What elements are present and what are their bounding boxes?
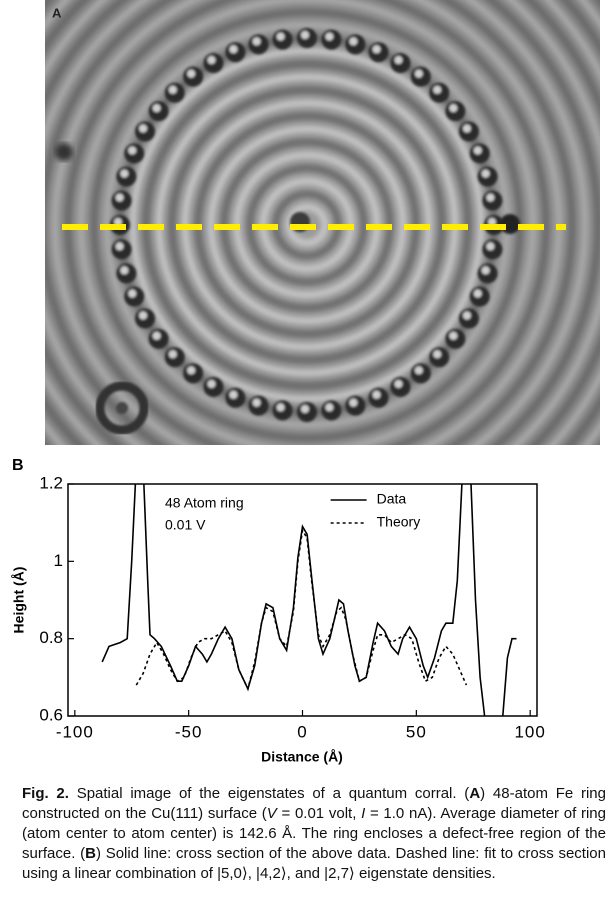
atom-highlight	[115, 193, 124, 202]
panel-label: B	[12, 457, 24, 474]
caption-text: = 0.01 volt,	[276, 805, 362, 822]
x-tick-label: 0	[297, 722, 307, 741]
atom-highlight	[187, 69, 196, 78]
x-axis-title: Distance (Å)	[261, 749, 343, 765]
ripple	[45, 0, 575, 445]
atom-highlight	[481, 266, 490, 275]
annotation: 48 Atom ring	[165, 495, 244, 511]
atom-highlight	[276, 403, 285, 412]
caption-text: ) Solid line: cross section of the above…	[22, 845, 606, 882]
atom-highlight	[462, 311, 471, 320]
atom-highlight	[229, 45, 238, 54]
x-tick-label: 100	[514, 722, 545, 741]
atom-highlight	[128, 289, 137, 298]
x-tick-label: -50	[175, 722, 203, 741]
data-line	[135, 528, 468, 692]
ripple	[45, 0, 600, 445]
atom-highlight	[473, 289, 482, 298]
data-line	[101, 484, 517, 716]
legend-label: Theory	[377, 514, 421, 530]
y-tick-label: 0.6	[39, 705, 63, 724]
atom-highlight	[187, 366, 196, 375]
atom-highlight	[252, 398, 261, 407]
atom-highlight	[462, 124, 471, 133]
atom-highlight	[414, 366, 423, 375]
atom-highlight	[168, 350, 177, 359]
plot-frame	[67, 483, 538, 717]
ripple	[285, 203, 329, 247]
caption: Fig. 2. Spatial image of the eigenstates…	[22, 784, 606, 884]
atom-highlight	[449, 331, 458, 340]
atom-highlight	[168, 85, 177, 94]
y-tick-label: 1.2	[39, 473, 63, 492]
figure: A B 48 Atom ring 0.01 V Distance (Å) Hei…	[11, 0, 600, 765]
caption-text: A	[469, 785, 481, 802]
atom-highlight	[486, 193, 495, 202]
panel-label: A	[52, 5, 62, 20]
atom-highlight	[433, 85, 442, 94]
caption-text: I	[361, 805, 366, 822]
x-tick-label: -100	[56, 722, 94, 741]
annotation: 0.01 V	[165, 517, 206, 533]
atom-highlight	[449, 104, 458, 113]
y-tick-label: 1	[54, 551, 63, 570]
atom-highlight	[120, 266, 129, 275]
caption-text: = 1.0 nA). Average diameter of ring (ato…	[22, 805, 606, 862]
caption-label: Fig. 2.	[22, 785, 69, 802]
ripple	[207, 125, 407, 325]
atom-highlight	[301, 405, 309, 413]
atom-highlight	[120, 169, 129, 178]
y-axis-title: Height (Å)	[11, 567, 27, 634]
atom-highlight	[252, 37, 261, 46]
atom-highlight	[115, 242, 124, 251]
y-tick-label: 0.8	[39, 628, 63, 647]
atom-highlight	[486, 242, 495, 251]
atom-highlight	[414, 69, 423, 78]
atom-highlight	[349, 37, 358, 46]
atom-highlight	[394, 379, 403, 388]
atom-highlight	[229, 390, 238, 399]
atom-highlight	[207, 379, 216, 388]
atom-highlight	[394, 56, 403, 65]
atom-highlight	[301, 31, 309, 39]
ripple	[247, 165, 367, 285]
atom-highlight	[276, 32, 285, 41]
atom-highlight	[325, 403, 334, 412]
caption-text: ) 48-atom Fe ring constructed on the Cu(…	[22, 785, 606, 822]
atom-highlight	[372, 390, 381, 399]
atom-highlight	[152, 331, 161, 340]
atom-highlight	[349, 398, 358, 407]
plot-area	[101, 484, 517, 716]
atom-highlight	[473, 146, 482, 155]
ripple	[45, 0, 589, 445]
atom-highlight	[128, 146, 137, 155]
x-tick-label: 50	[406, 722, 427, 741]
caption-text: V	[266, 805, 277, 822]
atom-highlight	[139, 311, 148, 320]
caption-text: B	[85, 845, 96, 862]
atom-highlight	[152, 104, 161, 113]
atom-highlight	[481, 169, 490, 178]
legend-label: Data	[377, 491, 407, 507]
atom-highlight	[325, 32, 334, 41]
atom-highlight	[207, 56, 216, 65]
stm-image	[45, 0, 600, 445]
caption-text: Spatial image of the eigenstates of a qu…	[68, 785, 470, 802]
atom-highlight	[372, 45, 381, 54]
atom-highlight	[433, 350, 442, 359]
atom-highlight	[139, 124, 148, 133]
